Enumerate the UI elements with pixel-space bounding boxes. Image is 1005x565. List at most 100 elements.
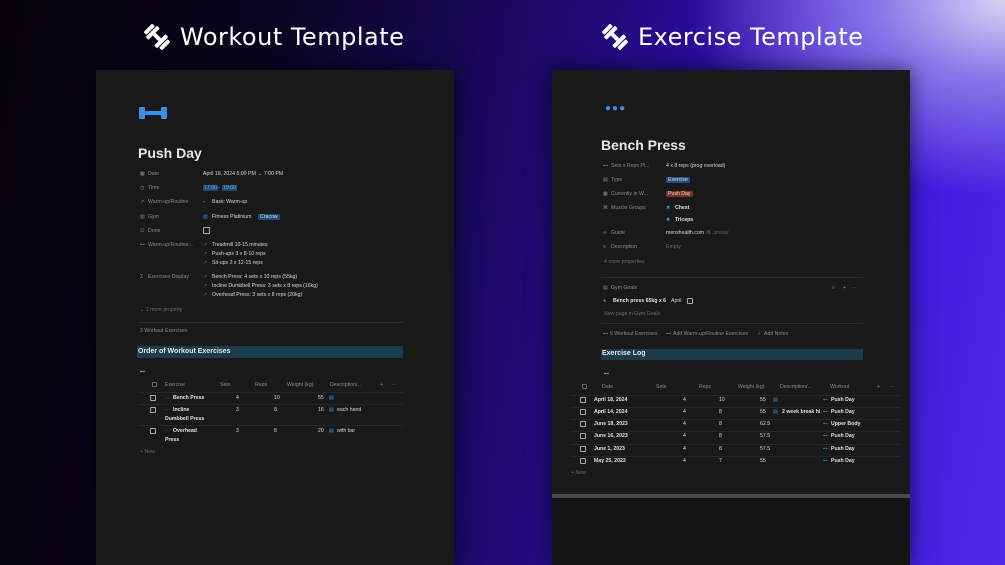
- row-checkbox[interactable]: [150, 395, 156, 401]
- column-header[interactable]: Exercise: [165, 382, 185, 388]
- new-row-button[interactable]: + New: [140, 449, 155, 455]
- page-link-button[interactable]: Add Notes: [764, 331, 789, 337]
- description-cell: each hand: [337, 407, 362, 413]
- backlinks[interactable]: 3 Workout Exercises: [140, 328, 188, 334]
- row-checkbox[interactable]: [150, 407, 156, 413]
- search-icon[interactable]: ⌕: [832, 285, 835, 291]
- row-checkbox[interactable]: [580, 446, 586, 452]
- sets-cell: 4: [683, 409, 686, 415]
- select-all-checkbox[interactable]: [152, 382, 157, 387]
- column-header[interactable]: Sets: [656, 384, 667, 390]
- muscle-item[interactable]: Chest: [675, 205, 690, 211]
- sets-cell: 4: [683, 433, 686, 439]
- date-cell[interactable]: June 1, 2023: [594, 446, 625, 452]
- sigma-icon: Σ: [140, 274, 144, 280]
- workout-link[interactable]: Push Day: [831, 409, 855, 415]
- linked-item[interactable]: Sit-ups 2 x 12-15 reps: [212, 260, 263, 266]
- clock-icon: ◷: [140, 185, 145, 191]
- column-header[interactable]: +: [877, 384, 881, 390]
- workout-link[interactable]: Push Day: [831, 446, 855, 452]
- column-header[interactable]: ···: [889, 384, 895, 390]
- reps-cell: 8: [719, 421, 722, 427]
- property-value[interactable]: menshealth.com: [666, 230, 705, 236]
- select-all-checkbox[interactable]: [582, 384, 587, 389]
- gym-tag[interactable]: Cracow: [258, 214, 280, 220]
- page-title[interactable]: Push Day: [138, 145, 202, 161]
- linked-item[interactable]: Overhead Press: 3 sets x 8 reps (20kg): [212, 292, 303, 298]
- column-header[interactable]: Sets: [220, 382, 231, 388]
- date-cell[interactable]: April 14, 2024: [594, 409, 628, 415]
- goal-checkbox[interactable]: [687, 298, 693, 304]
- property-value[interactable]: Basic Warm-up: [212, 199, 248, 205]
- column-header[interactable]: ···: [392, 382, 398, 388]
- linked-item[interactable]: Push-ups 3 x 8-10 reps: [212, 251, 266, 257]
- workout-link[interactable]: Push Day: [831, 458, 855, 464]
- dumbbell-icon: ⊷: [823, 433, 829, 439]
- row-checkbox[interactable]: [580, 433, 586, 439]
- lock-icon: ▤: [603, 177, 608, 183]
- exercise-name[interactable]: Bench Press: [173, 395, 205, 401]
- divider: [138, 322, 403, 323]
- exercise-name-cont[interactable]: Press: [165, 437, 180, 443]
- new-goal-button[interactable]: New page in Gym Goals: [604, 311, 661, 317]
- muscle-icon: ✖: [666, 205, 671, 211]
- property-value[interactable]: Fitness Platinium: [212, 214, 252, 220]
- dumbbell-icon: ⊷: [823, 409, 829, 415]
- time-start[interactable]: 17:00: [203, 185, 218, 191]
- page-link-button[interactable]: 6 Workout Exercises: [610, 331, 658, 337]
- workout-link[interactable]: Upper Body: [831, 421, 861, 427]
- property-tag[interactable]: Push Day: [666, 191, 693, 197]
- column-header[interactable]: Weight (kg): [738, 384, 765, 390]
- new-row-button[interactable]: + New: [571, 470, 586, 476]
- linked-item[interactable]: Treadmill 10-15 minutes: [212, 242, 268, 248]
- sets-cell: 4: [683, 446, 686, 452]
- date-cell[interactable]: June 16, 2023: [594, 433, 628, 439]
- property-value[interactable]: April 18, 2024 5:00 PM → 7:00 PM: [203, 171, 284, 177]
- linked-item[interactable]: Bench Press: 4 sets x 10 reps (55kg): [212, 274, 298, 280]
- page-title[interactable]: Bench Press: [601, 137, 686, 153]
- exercise-name[interactable]: Overhead: [173, 428, 197, 434]
- column-header[interactable]: Description/...: [330, 382, 362, 388]
- workout-page: Push Day ▦ Date April 18, 2024 5:00 PM → 7…: [96, 70, 454, 565]
- date-cell[interactable]: May 25, 2023: [594, 458, 626, 464]
- description-icon: ▤: [329, 428, 334, 434]
- date-cell[interactable]: June 18, 2023: [594, 421, 628, 427]
- linked-item[interactable]: Incline Dumbbell Press: 3 sets x 8 reps …: [212, 283, 318, 289]
- below-page-area: [552, 498, 910, 565]
- row-checkbox[interactable]: [580, 458, 586, 464]
- muscle-item[interactable]: Triceps: [675, 217, 694, 223]
- column-header[interactable]: +: [380, 382, 384, 388]
- reps-cell: 8: [274, 407, 277, 413]
- gym-goals-label[interactable]: Gym Goals: [611, 285, 637, 291]
- column-header[interactable]: Reps: [699, 384, 712, 390]
- muscle-icon: ✖: [666, 217, 671, 223]
- workout-link[interactable]: Push Day: [831, 397, 855, 403]
- column-header[interactable]: Reps: [255, 382, 268, 388]
- exercise-name-cont[interactable]: Dumbbell Press: [165, 416, 205, 422]
- gym-goals-icon: ▤: [603, 285, 608, 291]
- done-checkbox[interactable]: [203, 227, 210, 234]
- goal-item[interactable]: Bench press 65kg x 6: [613, 298, 667, 304]
- page-link-button[interactable]: Add Warm-up/Routine Exercises: [673, 331, 749, 337]
- property-label: Sets x Reps Pl...: [611, 163, 650, 169]
- row-checkbox[interactable]: [580, 421, 586, 427]
- more-properties-toggle[interactable]: 4 more properties: [604, 259, 645, 265]
- column-header[interactable]: Workout: [830, 384, 850, 390]
- workout-link[interactable]: Push Day: [831, 433, 855, 439]
- column-header[interactable]: Weight (kg): [287, 382, 314, 388]
- row-divider: [570, 419, 900, 420]
- property-label: Date: [148, 171, 159, 177]
- add-icon[interactable]: +: [843, 285, 847, 291]
- column-header[interactable]: Date: [602, 384, 613, 390]
- more-icon[interactable]: ···: [851, 285, 857, 291]
- more-properties-toggle[interactable]: ⌄ 1 more property: [140, 307, 183, 313]
- row-checkbox[interactable]: [150, 428, 156, 434]
- time-end[interactable]: 19:00: [222, 185, 237, 191]
- row-checkbox[interactable]: [580, 397, 586, 403]
- exercise-name[interactable]: Incline: [173, 407, 190, 413]
- column-header[interactable]: Description/...: [780, 384, 812, 390]
- date-cell[interactable]: April 18, 2024: [594, 397, 628, 403]
- property-value[interactable]: 4 x 8 reps (prog overload): [666, 163, 726, 169]
- property-tag[interactable]: Exercise: [666, 177, 690, 183]
- row-checkbox[interactable]: [580, 409, 586, 415]
